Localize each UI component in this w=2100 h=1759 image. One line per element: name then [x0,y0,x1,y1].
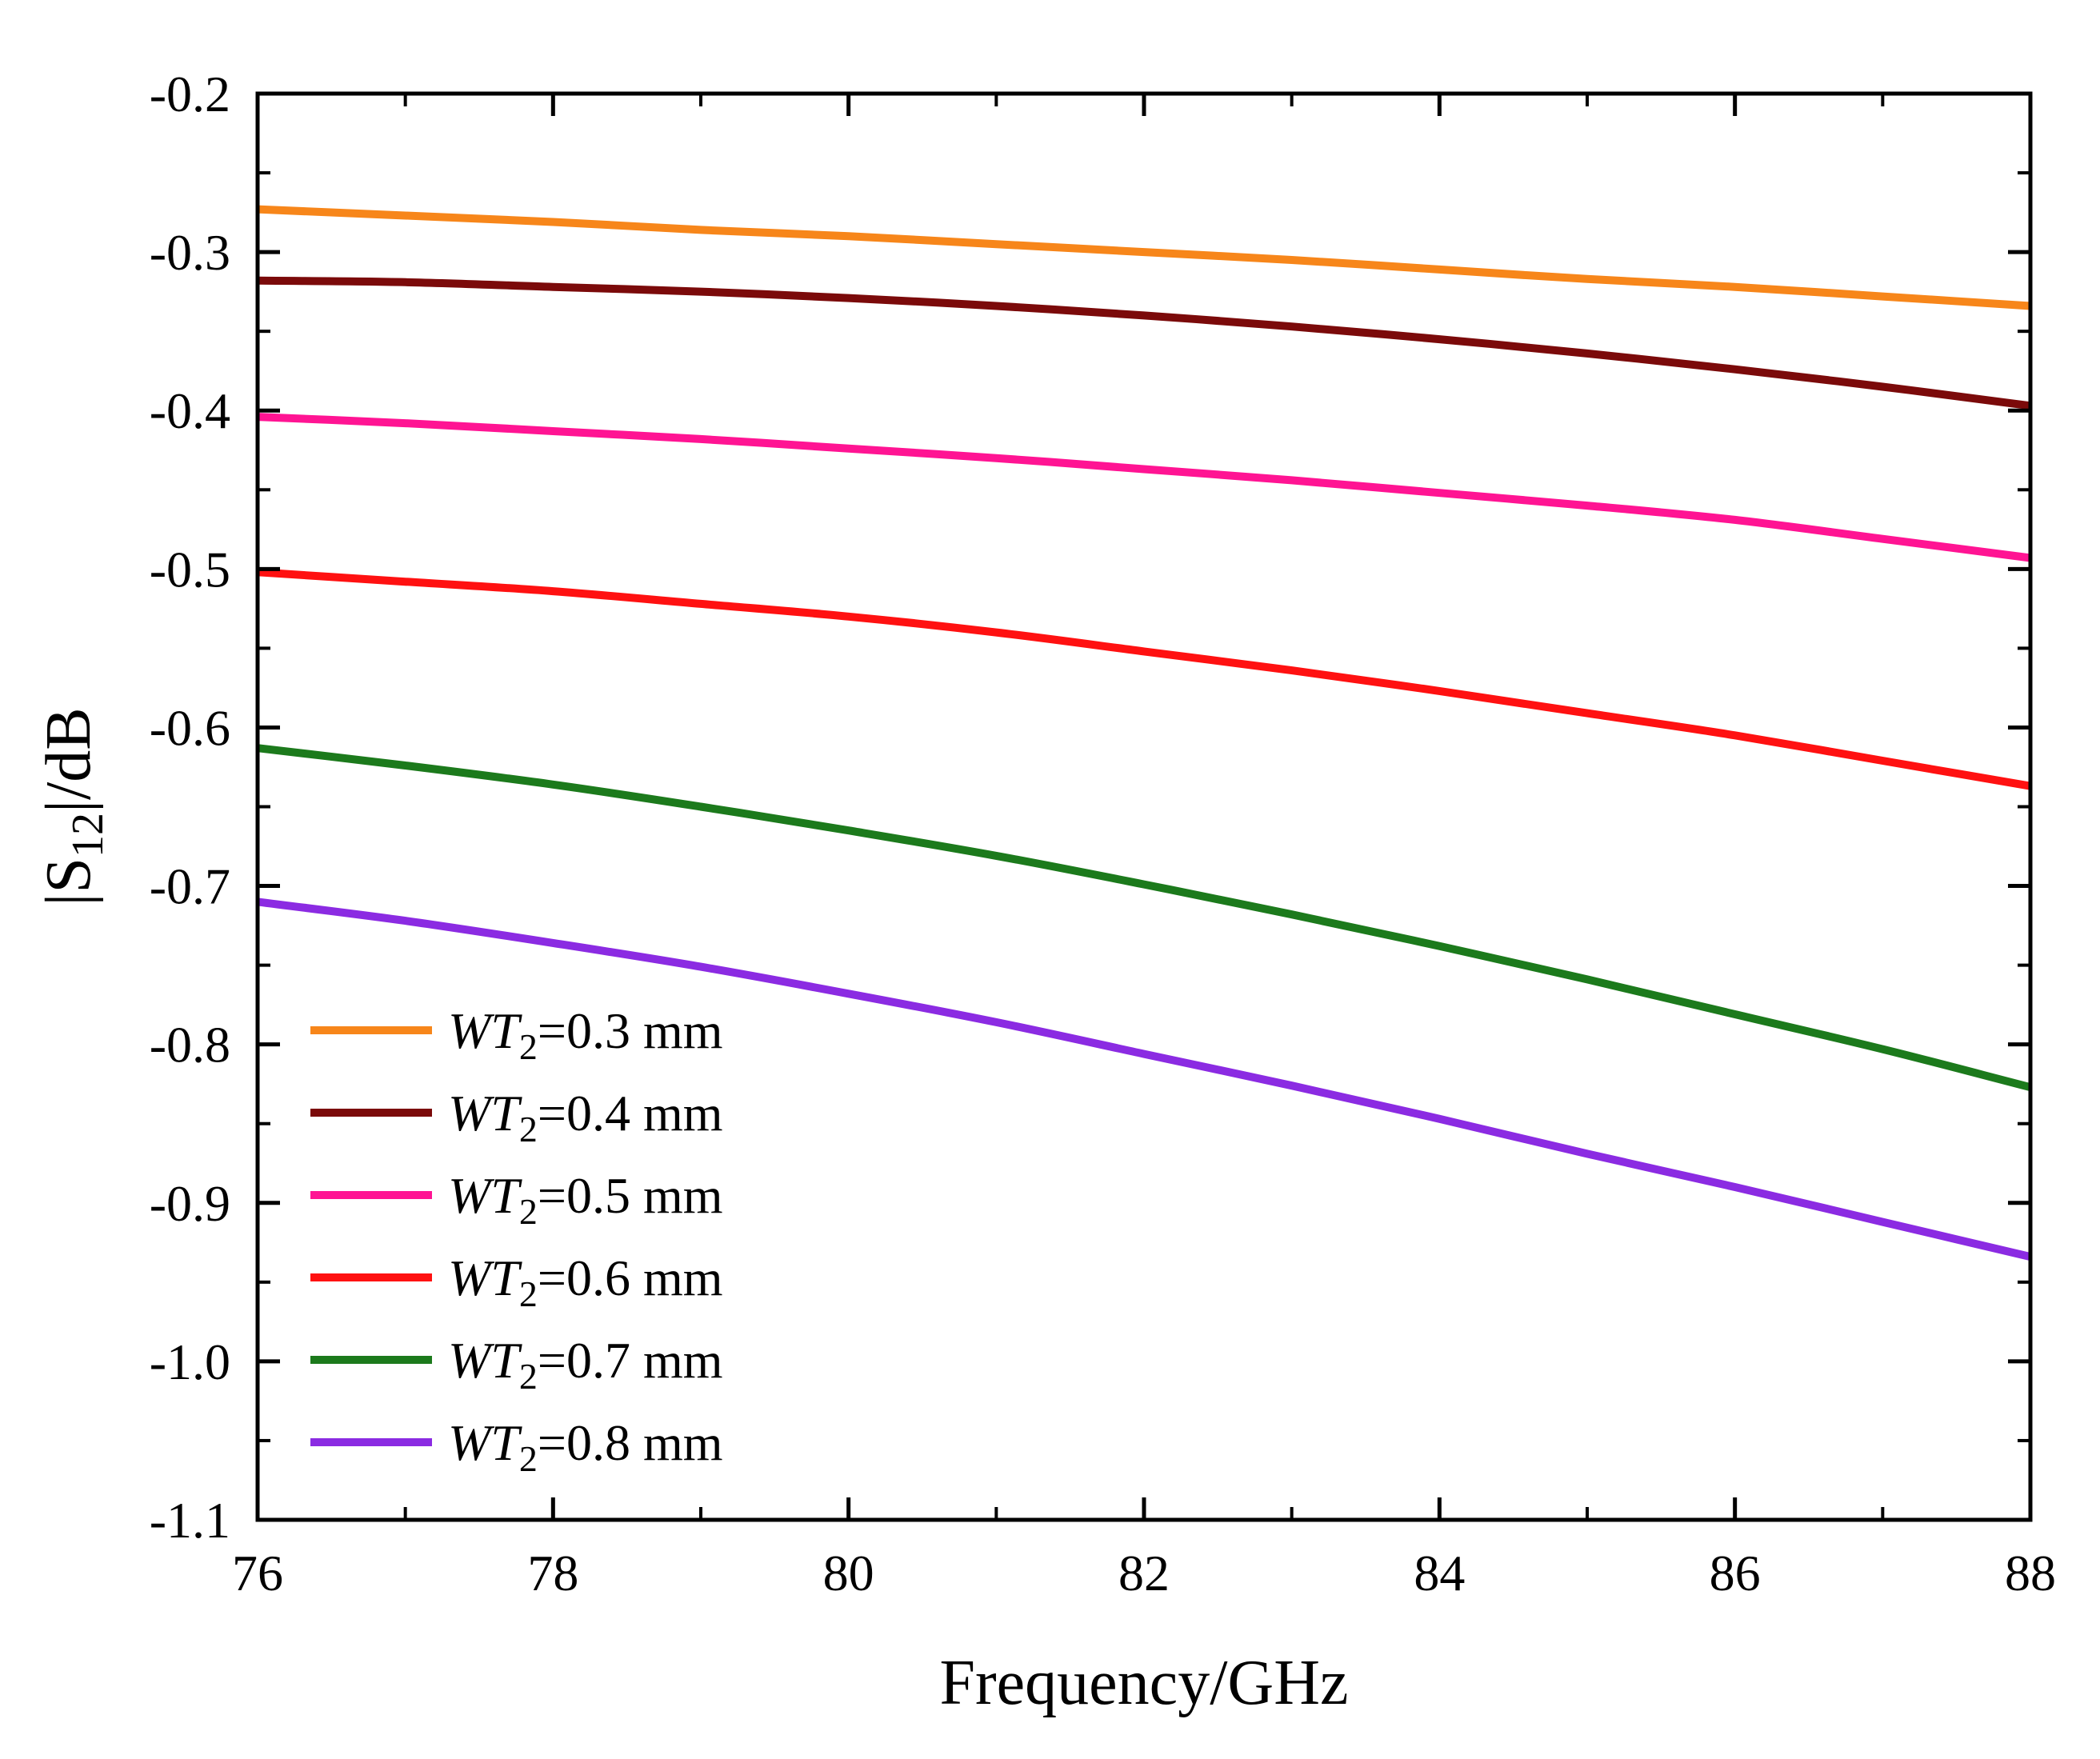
y-tick-label: -0.2 [150,66,230,122]
x-tick-label: 86 [1710,1545,1761,1601]
legend-label-6: WT2=0.8 mm [448,1414,723,1479]
y-tick-label: -0.4 [150,382,230,439]
series-line-4 [257,568,2031,790]
legend-label-2: WT2=0.4 mm [448,1085,723,1149]
legend-label-1: WT2=0.3 mm [448,1002,723,1067]
y-axis-title: |S12|/dB [34,707,113,905]
x-tick-label: 80 [823,1545,874,1601]
x-tick-label: 84 [1414,1545,1465,1601]
series-line-6 [257,897,2032,1261]
y-axis-label-prefix: |S [34,858,104,906]
y-tick-label: -0.8 [150,1017,230,1073]
x-axis-label: Frequency/GHz [940,1648,1349,1718]
series-lines [257,205,2032,1261]
y-tick-label: -0.7 [150,858,230,915]
y-ticks: -0.2 -0.3 -0.4 -0.5 -0.6 -0.7 -0.8 -0.9 -1.0 -1.1 [150,66,2030,1549]
legend-label-3: WT2=0.5 mm [448,1167,723,1232]
y-axis-label-suffix: |/dB [34,707,104,813]
x-tick-label: 82 [1118,1545,1170,1601]
series-line-5 [257,744,2032,1092]
y-tick-label: -0.9 [150,1175,230,1232]
legend-label-4: WT2=0.6 mm [448,1249,723,1314]
y-tick-label: -1.1 [150,1492,230,1549]
y-axis-label: |S12|/dB [34,707,113,905]
y-axis-label-subscript: 12 [63,813,113,858]
x-tick-label: 88 [2005,1545,2056,1601]
y-tick-label: -0.3 [150,224,230,281]
x-tick-label: 78 [527,1545,578,1601]
y-tick-label: -0.6 [150,699,230,756]
x-ticks: 76 78 80 82 84 86 88 [232,94,2056,1601]
y-tick-label: -0.5 [150,541,230,598]
series-line-2 [257,276,2031,410]
series-line-3 [257,413,2031,562]
x-axis-title: Frequency/GHz [940,1648,1349,1718]
legend-label-5: WT2=0.7 mm [448,1332,723,1397]
x-tick-label: 76 [232,1545,283,1601]
legend: WT2=0.3 mm WT2=0.4 mm WT2=0.5 mm WT2=0.6 mm… [310,1002,723,1479]
series-line-1 [257,205,2031,310]
y-tick-label: -1.0 [150,1333,230,1390]
